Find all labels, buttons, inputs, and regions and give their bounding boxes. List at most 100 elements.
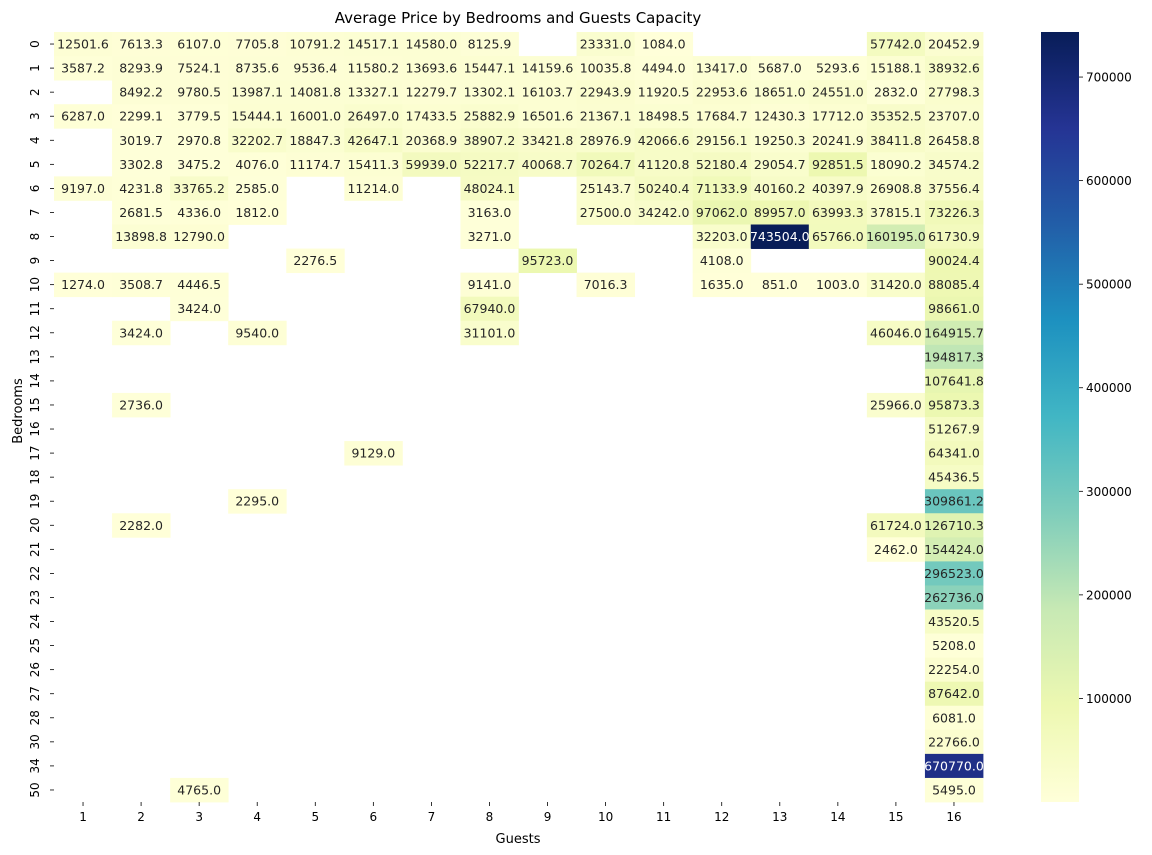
cell-value-label: 12279.7 xyxy=(406,85,458,100)
cell-value-label: 46046.0 xyxy=(870,325,922,340)
heatmap-cell xyxy=(692,176,752,201)
heatmap-cell xyxy=(518,248,577,274)
cell-value-label: 27500.0 xyxy=(580,205,632,220)
x-tick-label: 9 xyxy=(544,810,552,824)
heatmap-cell xyxy=(344,104,403,129)
x-tick-label: 14 xyxy=(830,810,845,824)
cell-value-label: 4765.0 xyxy=(177,782,221,797)
cell-value-label: 61724.0 xyxy=(870,518,922,533)
cell-value-label: 6081.0 xyxy=(932,710,976,725)
heatmap-cell xyxy=(112,392,171,418)
heatmap-cell xyxy=(228,128,287,153)
cell-value-label: 98661.0 xyxy=(928,301,980,316)
cell-value-label: 2276.5 xyxy=(293,253,337,268)
heatmap-cell xyxy=(170,56,229,81)
cell-value-label: 35352.5 xyxy=(870,109,922,124)
y-tick-label: 34 xyxy=(28,758,42,773)
chart-title: Average Price by Bedrooms and Guests Cap… xyxy=(335,9,702,27)
heatmap-cell xyxy=(866,537,926,562)
cell-value-label: 14517.1 xyxy=(347,37,399,52)
heatmap-cell xyxy=(344,441,403,466)
heatmap-cell xyxy=(924,705,984,731)
heatmap-cell xyxy=(924,633,984,659)
cell-value-label: 16103.7 xyxy=(522,85,574,100)
cell-value-label: 2736.0 xyxy=(119,397,163,412)
cell-value-label: 64341.0 xyxy=(928,446,980,461)
heatmap-cell xyxy=(170,176,229,201)
heatmap-cell xyxy=(228,200,287,225)
heatmap-cell xyxy=(170,152,229,177)
cell-value-label: 6107.0 xyxy=(177,37,221,52)
y-tick-label: 24 xyxy=(28,614,42,629)
cell-value-label: 34242.0 xyxy=(638,205,690,220)
cell-value-label: 1003.0 xyxy=(816,277,860,292)
y-tick-label: 13 xyxy=(28,349,42,364)
cell-value-label: 3475.2 xyxy=(177,157,221,172)
heatmap-cell xyxy=(866,128,926,153)
heatmap-cell xyxy=(112,128,171,153)
cell-value-label: 61730.9 xyxy=(928,229,980,244)
heatmap-cell xyxy=(286,80,345,105)
heatmap-cell xyxy=(112,176,171,201)
heatmap-cell xyxy=(634,128,694,153)
heatmap-cell xyxy=(286,104,345,129)
heatmap-cell xyxy=(866,80,926,105)
cell-value-label: 26458.8 xyxy=(928,133,980,148)
y-tick-label: 30 xyxy=(28,734,42,749)
cell-value-label: 27798.3 xyxy=(928,85,980,100)
heatmap-cell xyxy=(170,224,229,249)
heatmap-cell xyxy=(924,224,984,249)
y-tick-label: 3 xyxy=(28,112,42,120)
heatmap-cell xyxy=(634,176,694,201)
cell-value-label: 73226.3 xyxy=(928,205,980,220)
y-tick-label: 50 xyxy=(28,782,42,797)
cell-value-label: 8293.9 xyxy=(119,61,163,76)
y-tick-label: 21 xyxy=(28,542,42,557)
heatmap-cell xyxy=(460,200,519,225)
cell-value-label: 12501.6 xyxy=(57,37,109,52)
heatmap-cell xyxy=(750,200,810,225)
colorbar-tick-label: 600000 xyxy=(1086,174,1132,188)
y-tick-label: 27 xyxy=(28,686,42,701)
heatmap-cell xyxy=(924,777,984,803)
cell-value-label: 20368.9 xyxy=(406,133,458,148)
heatmap-cell xyxy=(924,417,984,442)
cell-value-label: 42647.1 xyxy=(347,133,399,148)
heatmap-cell xyxy=(924,248,984,274)
cell-value-label: 3779.5 xyxy=(177,109,221,124)
cell-value-label: 40397.9 xyxy=(812,181,864,196)
heatmap-cell xyxy=(924,753,984,779)
cell-value-label: 3302.8 xyxy=(119,157,163,172)
cell-value-label: 851.0 xyxy=(762,277,798,292)
cell-value-label: 1812.0 xyxy=(235,205,279,220)
heatmap-cell xyxy=(286,248,345,274)
heatmap-cell xyxy=(750,272,810,298)
heatmap-cell xyxy=(924,296,984,322)
cell-value-label: 21367.1 xyxy=(580,109,632,124)
cell-value-label: 3508.7 xyxy=(119,277,163,292)
cell-value-label: 37556.4 xyxy=(928,181,980,196)
cell-value-label: 70264.7 xyxy=(580,157,632,172)
cell-value-label: 9536.4 xyxy=(293,61,337,76)
colorbar xyxy=(1041,32,1079,802)
y-tick-label: 23 xyxy=(28,590,42,605)
heatmap-cell xyxy=(54,104,113,129)
cell-value-label: 18090.2 xyxy=(870,157,922,172)
heatmap-cell xyxy=(576,32,636,57)
cell-value-label: 97062.0 xyxy=(696,205,748,220)
cell-value-label: 41120.8 xyxy=(638,157,690,172)
heatmap-cell xyxy=(402,104,461,129)
x-tick-label: 5 xyxy=(311,810,319,824)
heatmap-cell xyxy=(460,128,519,153)
heatmap-cell xyxy=(112,200,171,225)
heatmap-cell-labels: 12501.6 7613.3 6107.0 7705.8 10791.2 14517.1 1… xyxy=(57,37,984,798)
heatmap-cell xyxy=(866,272,926,298)
heatmap-cell xyxy=(750,224,810,249)
heatmap-cell xyxy=(460,176,519,201)
heatmap-cell xyxy=(518,104,577,129)
heatmap-cell xyxy=(228,104,287,129)
colorbar-tick-label: 400000 xyxy=(1086,381,1132,395)
heatmap-cell xyxy=(170,128,229,153)
heatmap-cell xyxy=(924,320,984,346)
y-tick-label: 10 xyxy=(28,277,42,292)
